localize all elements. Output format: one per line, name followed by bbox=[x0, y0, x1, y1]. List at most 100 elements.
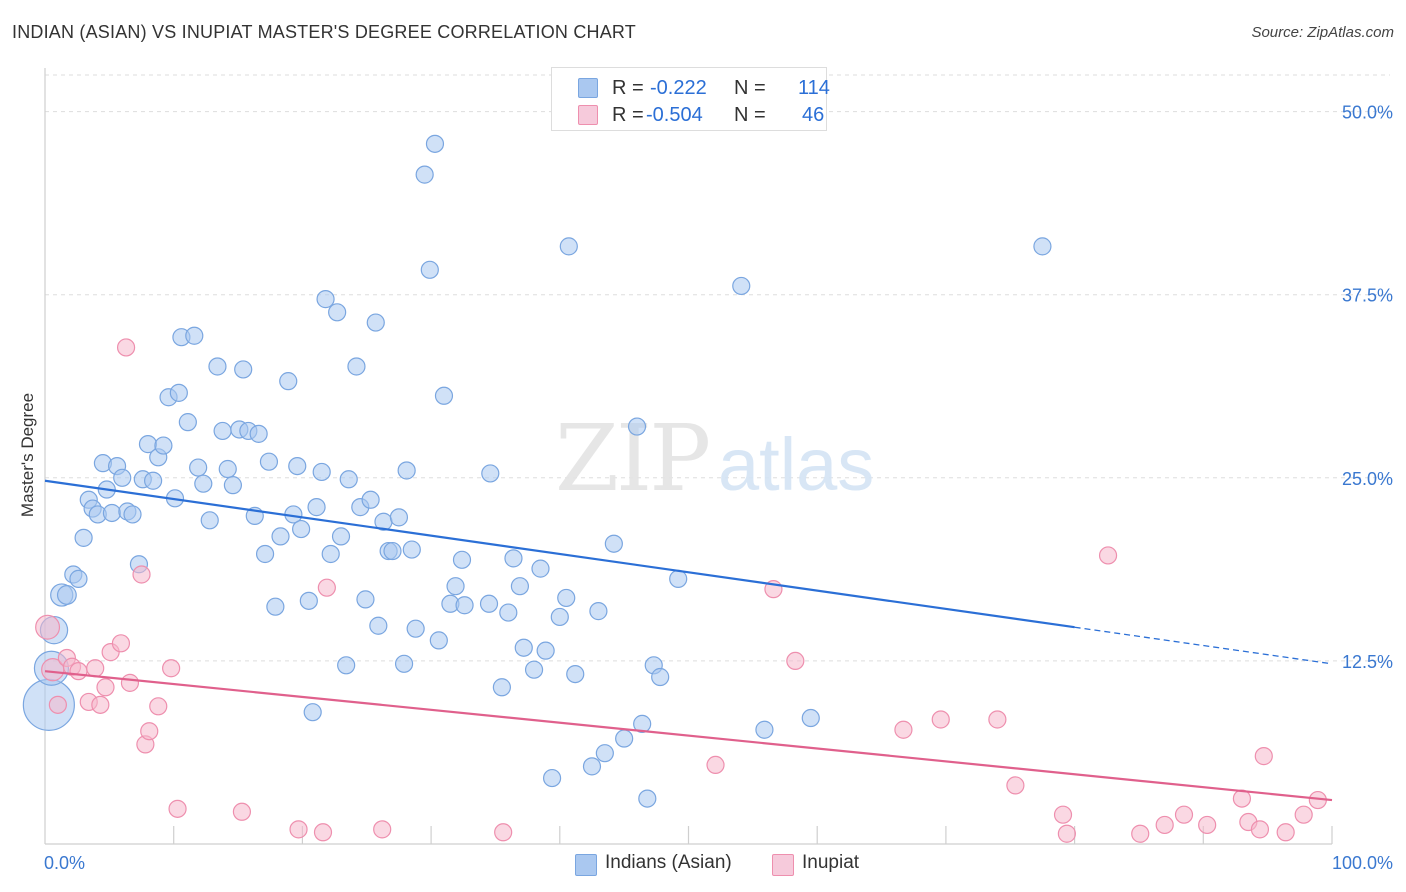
data-point bbox=[732, 276, 751, 296]
data-point bbox=[48, 695, 67, 714]
data-point bbox=[582, 757, 602, 776]
data-point bbox=[420, 260, 439, 279]
data-point bbox=[96, 678, 115, 697]
data-point bbox=[208, 357, 227, 376]
y-tick-label: 25.0% bbox=[1342, 469, 1393, 489]
data-point bbox=[144, 471, 163, 490]
data-point bbox=[266, 597, 285, 616]
data-point bbox=[557, 588, 576, 608]
data-point bbox=[1174, 805, 1194, 824]
data-point bbox=[415, 165, 434, 184]
data-point bbox=[373, 820, 392, 839]
data-point bbox=[194, 474, 213, 493]
chart-title: INDIAN (ASIAN) VS INUPIAT MASTER'S DEGRE… bbox=[12, 22, 636, 42]
data-point bbox=[132, 565, 151, 584]
data-point bbox=[1254, 747, 1273, 766]
data-point bbox=[321, 544, 340, 564]
data-point bbox=[801, 708, 820, 728]
data-point bbox=[271, 527, 290, 546]
data-point bbox=[494, 823, 513, 842]
legend-r-label: R = bbox=[612, 104, 644, 126]
legend-swatch-pink bbox=[772, 854, 794, 876]
data-point bbox=[531, 559, 550, 578]
data-point bbox=[339, 470, 358, 489]
data-point bbox=[200, 511, 219, 530]
data-point bbox=[149, 697, 168, 716]
data-point bbox=[347, 357, 366, 376]
data-point bbox=[615, 729, 634, 748]
data-point bbox=[1276, 823, 1295, 842]
data-point bbox=[627, 417, 647, 436]
legend-swatch-blue bbox=[575, 854, 597, 876]
data-point bbox=[894, 720, 913, 739]
data-point bbox=[499, 603, 518, 622]
data-point bbox=[356, 590, 375, 609]
data-point bbox=[299, 591, 318, 610]
data-point bbox=[479, 594, 499, 613]
data-point bbox=[633, 714, 652, 733]
data-point bbox=[669, 569, 688, 588]
legend-n-value: 114 bbox=[798, 77, 830, 99]
watermark: ZIP atlas bbox=[555, 405, 874, 512]
legend-swatch-blue bbox=[578, 78, 598, 98]
data-point bbox=[111, 634, 131, 653]
data-point bbox=[366, 313, 385, 332]
x-tick-label: 0.0% bbox=[44, 853, 85, 873]
data-point bbox=[189, 458, 208, 477]
data-point bbox=[316, 290, 335, 309]
legend-n-value: 46 bbox=[802, 104, 825, 126]
data-point bbox=[429, 631, 448, 650]
data-point bbox=[1155, 815, 1174, 835]
data-point bbox=[706, 755, 725, 775]
data-point bbox=[289, 820, 308, 839]
data-point bbox=[786, 651, 805, 671]
data-point bbox=[452, 550, 472, 569]
data-point bbox=[234, 360, 253, 379]
data-point bbox=[307, 498, 326, 517]
data-point bbox=[550, 607, 569, 627]
data-point bbox=[988, 710, 1007, 729]
data-point bbox=[481, 464, 500, 483]
data-point bbox=[185, 326, 204, 345]
data-point bbox=[313, 823, 333, 842]
data-point bbox=[446, 577, 465, 596]
legend-label-inupiat: Inupiat bbox=[802, 852, 860, 873]
data-point bbox=[123, 505, 142, 524]
data-point bbox=[154, 436, 173, 455]
data-point bbox=[74, 528, 93, 547]
data-point bbox=[168, 799, 187, 818]
data-point bbox=[389, 508, 409, 527]
data-point bbox=[425, 134, 445, 153]
trend-line bbox=[44, 670, 1333, 802]
data-point bbox=[288, 456, 307, 476]
legend-n-label: N = bbox=[734, 77, 766, 99]
watermark-atlas: atlas bbox=[718, 423, 874, 506]
legend-swatch-pink bbox=[578, 105, 598, 125]
data-point bbox=[504, 549, 523, 568]
data-point bbox=[35, 614, 61, 640]
data-point bbox=[406, 619, 425, 638]
data-point bbox=[397, 461, 416, 480]
x-tick-label: 100.0% bbox=[1332, 853, 1393, 873]
data-point bbox=[383, 541, 402, 561]
data-point bbox=[755, 720, 774, 739]
data-point bbox=[337, 656, 356, 675]
data-point bbox=[394, 654, 414, 673]
data-point bbox=[510, 577, 530, 596]
data-point bbox=[1098, 546, 1118, 565]
tick-labels: 12.5% 25.0% 37.5% 50.0% 0.0% 100.0% bbox=[44, 103, 1393, 873]
data-point bbox=[559, 237, 578, 256]
trend-line bbox=[44, 479, 1075, 629]
legend-r-value: -0.222 bbox=[650, 77, 707, 99]
data-point bbox=[292, 519, 311, 539]
data-point bbox=[589, 602, 608, 621]
data-point bbox=[162, 659, 181, 678]
data-point bbox=[232, 802, 252, 821]
series-legend: Indians (Asian) Inupiat bbox=[0, 852, 1406, 878]
data-point bbox=[120, 673, 140, 692]
data-point bbox=[213, 421, 232, 441]
data-point bbox=[931, 710, 950, 729]
data-point bbox=[361, 490, 380, 509]
data-point bbox=[116, 338, 136, 357]
